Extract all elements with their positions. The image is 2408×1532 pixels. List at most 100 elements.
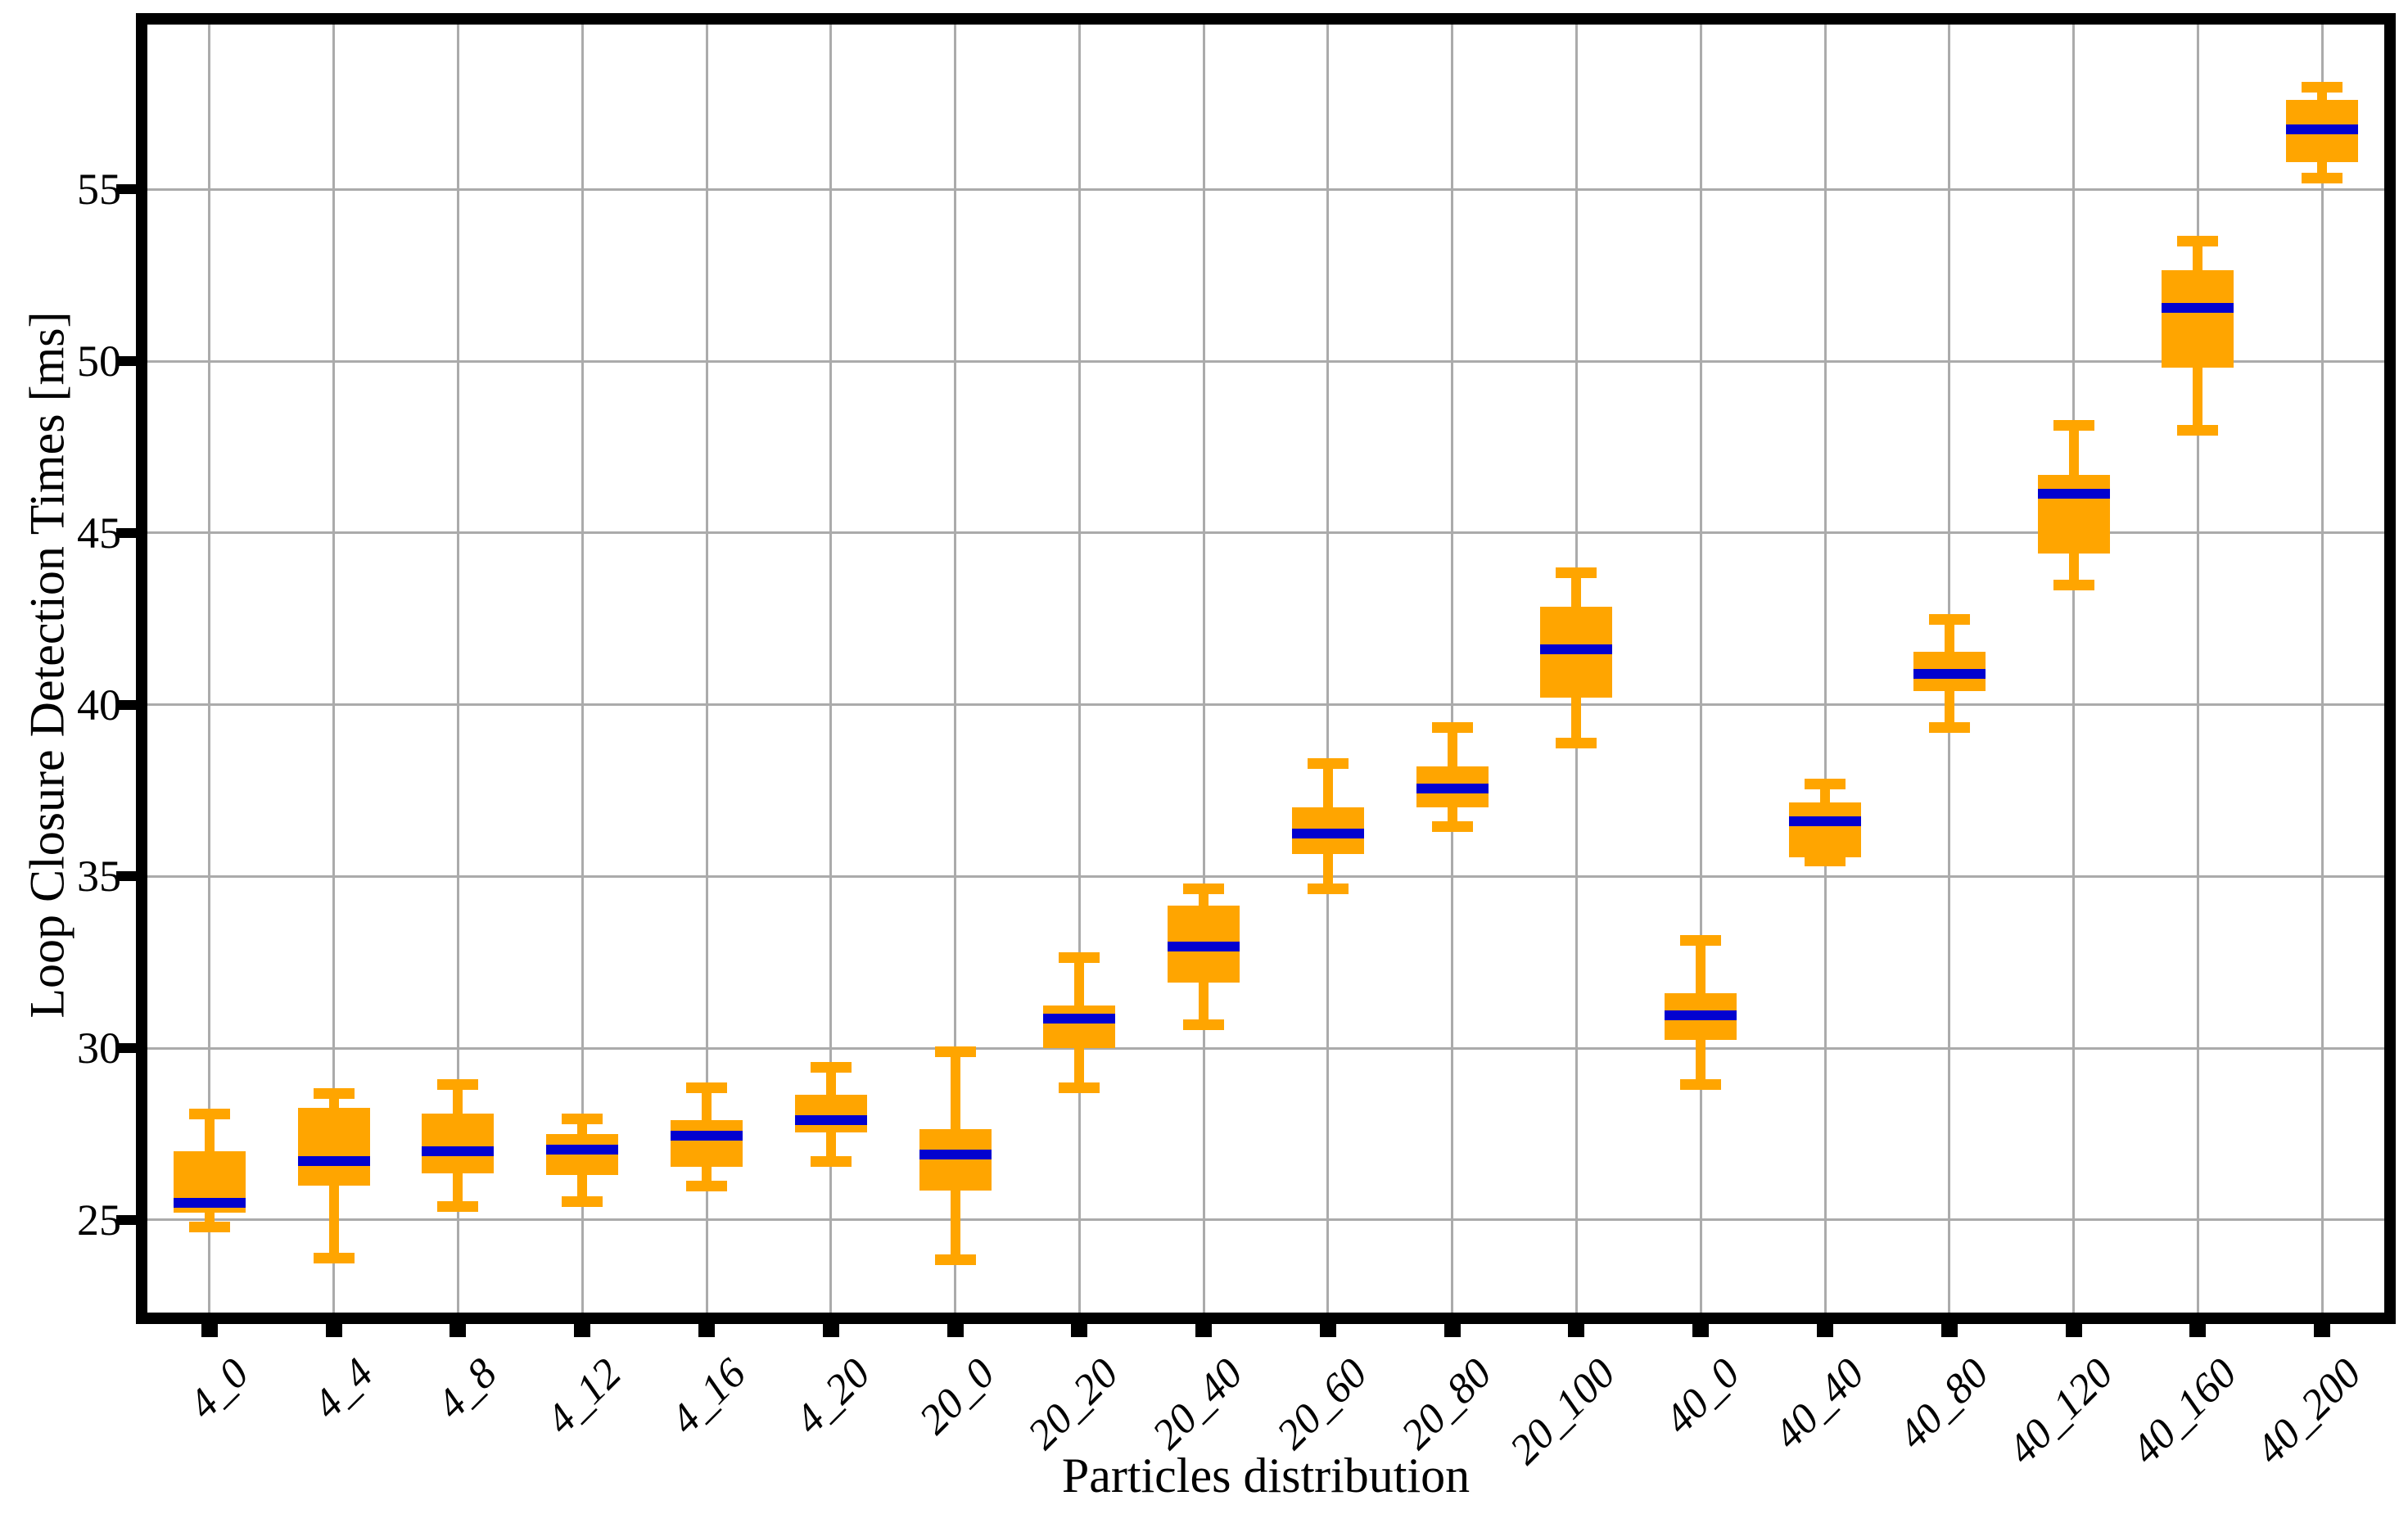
whisker-cap-high-4_20 xyxy=(810,1062,852,1073)
x-tick-mark xyxy=(2065,1324,2082,1337)
median-line-4_16 xyxy=(671,1130,743,1141)
v-gridline xyxy=(2320,25,2324,1313)
median-line-20_40 xyxy=(1168,942,1240,952)
x-tick-label-4_0: 4_0 xyxy=(179,1349,258,1429)
h-gridline xyxy=(147,359,2384,363)
y-tick-mark xyxy=(116,527,136,538)
x-tick-mark xyxy=(574,1324,591,1337)
iqr-box-4_12 xyxy=(546,1133,619,1176)
whisker-cap-low-4_16 xyxy=(686,1180,727,1191)
whisker-cap-low-4_20 xyxy=(810,1156,852,1168)
whisker-cap-high-20_80 xyxy=(1431,721,1473,733)
x-tick-label-20_20: 20_20 xyxy=(1019,1349,1128,1458)
median-line-40_80 xyxy=(1913,668,1986,679)
iqr-box-4_8 xyxy=(422,1113,495,1174)
whisker-cap-high-40_80 xyxy=(1928,613,1970,625)
y-tick-label: 30 xyxy=(77,1024,121,1073)
median-line-20_100 xyxy=(1540,644,1613,655)
x-tick-mark xyxy=(822,1324,839,1337)
x-tick-mark xyxy=(2314,1324,2331,1337)
median-line-40_0 xyxy=(1665,1010,1737,1021)
x-tick-label-4_20: 4_20 xyxy=(785,1349,879,1444)
iqr-box-20_20 xyxy=(1043,1005,1116,1048)
x-tick-label-4_8: 4_8 xyxy=(428,1349,507,1429)
whisker-cap-high-4_8 xyxy=(437,1079,479,1091)
x-tick-label-4_16: 4_16 xyxy=(662,1349,756,1444)
whisker-cap-high-20_60 xyxy=(1307,757,1349,769)
x-axis-label: Particles distribution xyxy=(1061,1448,1471,1503)
plot-area xyxy=(136,13,2396,1324)
whisker-cap-low-20_40 xyxy=(1183,1019,1225,1030)
whisker-cap-low-40_80 xyxy=(1928,721,1970,733)
median-line-40_40 xyxy=(1789,816,1861,827)
x-tick-mark xyxy=(2189,1324,2207,1337)
v-gridline xyxy=(332,25,336,1313)
v-gridline xyxy=(1078,25,1081,1313)
x-tick-label-4_4: 4_4 xyxy=(304,1349,382,1429)
y-tick-label: 25 xyxy=(77,1195,121,1245)
whisker-cap-low-40_0 xyxy=(1680,1079,1722,1091)
x-tick-label-20_60: 20_60 xyxy=(1267,1349,1376,1458)
median-line-4_20 xyxy=(794,1115,867,1126)
whisker-cap-low-20_0 xyxy=(934,1254,976,1265)
x-tick-mark xyxy=(1817,1324,1833,1337)
x-tick-label-40_0: 40_0 xyxy=(1656,1349,1750,1444)
whisker-cap-high-40_120 xyxy=(2053,419,2094,431)
whisker-cap-high-40_200 xyxy=(2302,81,2343,93)
x-tick-mark xyxy=(1940,1324,1958,1337)
x-tick-mark xyxy=(325,1324,342,1337)
y-tick-mark xyxy=(116,699,136,710)
median-line-20_60 xyxy=(1291,828,1364,838)
iqr-box-4_16 xyxy=(671,1120,743,1167)
whisker-cap-low-20_60 xyxy=(1307,883,1349,894)
h-gridline xyxy=(147,874,2384,878)
v-gridline xyxy=(208,25,211,1313)
whisker-cap-high-4_4 xyxy=(313,1087,355,1099)
median-line-4_4 xyxy=(297,1156,370,1167)
x-tick-mark xyxy=(1071,1324,1088,1337)
whisker-cap-low-20_100 xyxy=(1556,737,1597,748)
median-line-20_20 xyxy=(1043,1014,1116,1024)
v-gridline xyxy=(1202,25,1205,1313)
median-line-40_200 xyxy=(2286,124,2359,134)
whisker-cap-high-20_20 xyxy=(1059,951,1100,963)
median-line-40_120 xyxy=(2037,488,2110,499)
y-tick-label: 55 xyxy=(77,165,121,215)
median-line-4_8 xyxy=(422,1146,495,1156)
x-tick-mark xyxy=(1568,1324,1585,1337)
whisker-cap-high-20_100 xyxy=(1556,567,1597,579)
median-line-40_160 xyxy=(2162,303,2234,314)
whisker-cap-low-20_20 xyxy=(1059,1082,1100,1094)
whisker-cap-low-40_160 xyxy=(2177,424,2219,436)
x-tick-mark xyxy=(1692,1324,1710,1337)
v-gridline xyxy=(954,25,957,1313)
v-gridline xyxy=(705,25,708,1313)
y-axis-label: Loop Closure Detection Times [ms] xyxy=(20,311,75,1019)
v-gridline xyxy=(1699,25,1702,1313)
whisker-cap-high-20_40 xyxy=(1183,883,1225,894)
v-gridline xyxy=(1823,25,1827,1313)
whisker-cap-high-4_0 xyxy=(188,1108,230,1119)
x-tick-mark xyxy=(946,1324,964,1337)
x-tick-mark xyxy=(201,1324,218,1337)
whisker-cap-low-4_4 xyxy=(313,1252,355,1263)
x-tick-mark xyxy=(698,1324,715,1337)
v-gridline xyxy=(2196,25,2199,1313)
y-tick-mark xyxy=(116,1214,136,1225)
iqr-box-4_4 xyxy=(297,1108,370,1186)
iqr-box-40_160 xyxy=(2162,269,2234,368)
y-tick-mark xyxy=(116,871,136,882)
v-gridline xyxy=(829,25,833,1313)
x-tick-label-20_80: 20_80 xyxy=(1392,1349,1501,1458)
y-tick-mark xyxy=(116,1043,136,1053)
y-tick-label: 45 xyxy=(77,508,121,558)
iqr-box-40_40 xyxy=(1789,802,1861,858)
h-gridline xyxy=(147,703,2384,707)
median-line-4_12 xyxy=(546,1144,619,1155)
y-tick-label: 50 xyxy=(77,337,121,386)
v-gridline xyxy=(1451,25,1454,1313)
v-gridline xyxy=(1326,25,1330,1313)
whisker-cap-high-40_40 xyxy=(1805,779,1846,790)
whisker-cap-high-20_0 xyxy=(934,1046,976,1058)
